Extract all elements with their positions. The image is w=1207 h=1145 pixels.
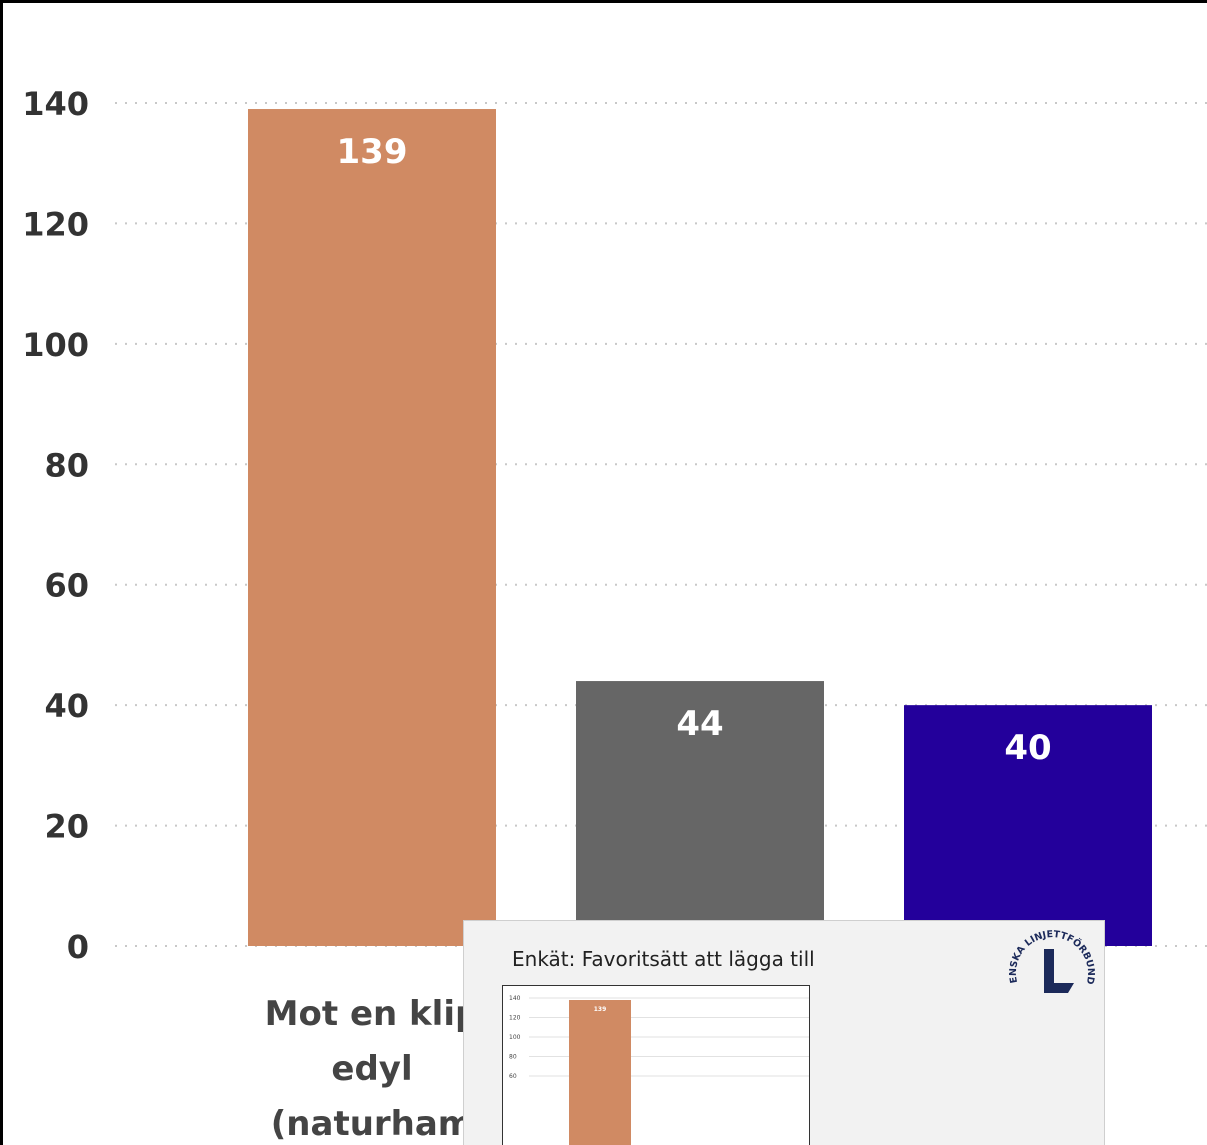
svenska-linjettforbundet-logo-icon: SVENSKA LINJETTFÖRBUNDET — [1000, 921, 1100, 1027]
bar-chart: 0 20 40 60 80 100 120 140 139 44 40 Mot en klip ed… — [22, 85, 1207, 1144]
bar[interactable] — [248, 109, 496, 947]
y-tick-label: 60 — [44, 567, 89, 605]
bar-data-label: 139 — [337, 132, 408, 172]
mini-y-tick-label: 80 — [509, 1054, 517, 1061]
y-tick-label: 120 — [22, 205, 89, 243]
y-tick-label: 20 — [44, 808, 89, 846]
y-axis-ticks: 0 20 40 60 80 100 120 140 — [22, 85, 89, 966]
mini-y-tick-label: 120 — [509, 1015, 521, 1022]
data-labels: 139 44 40 — [337, 132, 1052, 768]
mini-bar — [569, 1000, 631, 1145]
x-category-label: (naturham — [271, 1104, 474, 1144]
mini-bar-chart: 140 120 100 80 60 139 — [509, 995, 809, 1145]
y-tick-label: 40 — [44, 687, 89, 725]
mini-bar-data-label: 139 — [594, 1006, 607, 1013]
bars — [248, 109, 1152, 947]
y-tick-label: 140 — [22, 85, 89, 123]
mini-y-tick-label: 140 — [509, 995, 521, 1002]
popup-title: Enkät: Favoritsätt att lägga till — [512, 947, 815, 971]
y-tick-label: 100 — [22, 326, 89, 364]
mini-y-tick-label: 60 — [509, 1073, 517, 1080]
bar-data-label: 44 — [676, 704, 723, 744]
x-category-label: Mot en klip — [265, 994, 480, 1034]
bar-data-label: 40 — [1004, 728, 1051, 768]
x-category-label: edyl — [331, 1049, 412, 1089]
x-axis-labels: Mot en klip edyl (naturham — [265, 994, 480, 1144]
mini-y-tick-label: 100 — [509, 1034, 521, 1041]
bar[interactable] — [904, 705, 1152, 946]
preview-popup[interactable]: Enkät: Favoritsätt att lägga till SVENSK… — [463, 920, 1105, 1145]
y-tick-label: 80 — [44, 446, 89, 484]
y-tick-label: 0 — [67, 928, 89, 966]
mini-chart-preview: 140 120 100 80 60 139 — [502, 985, 810, 1145]
bar[interactable] — [576, 681, 824, 946]
